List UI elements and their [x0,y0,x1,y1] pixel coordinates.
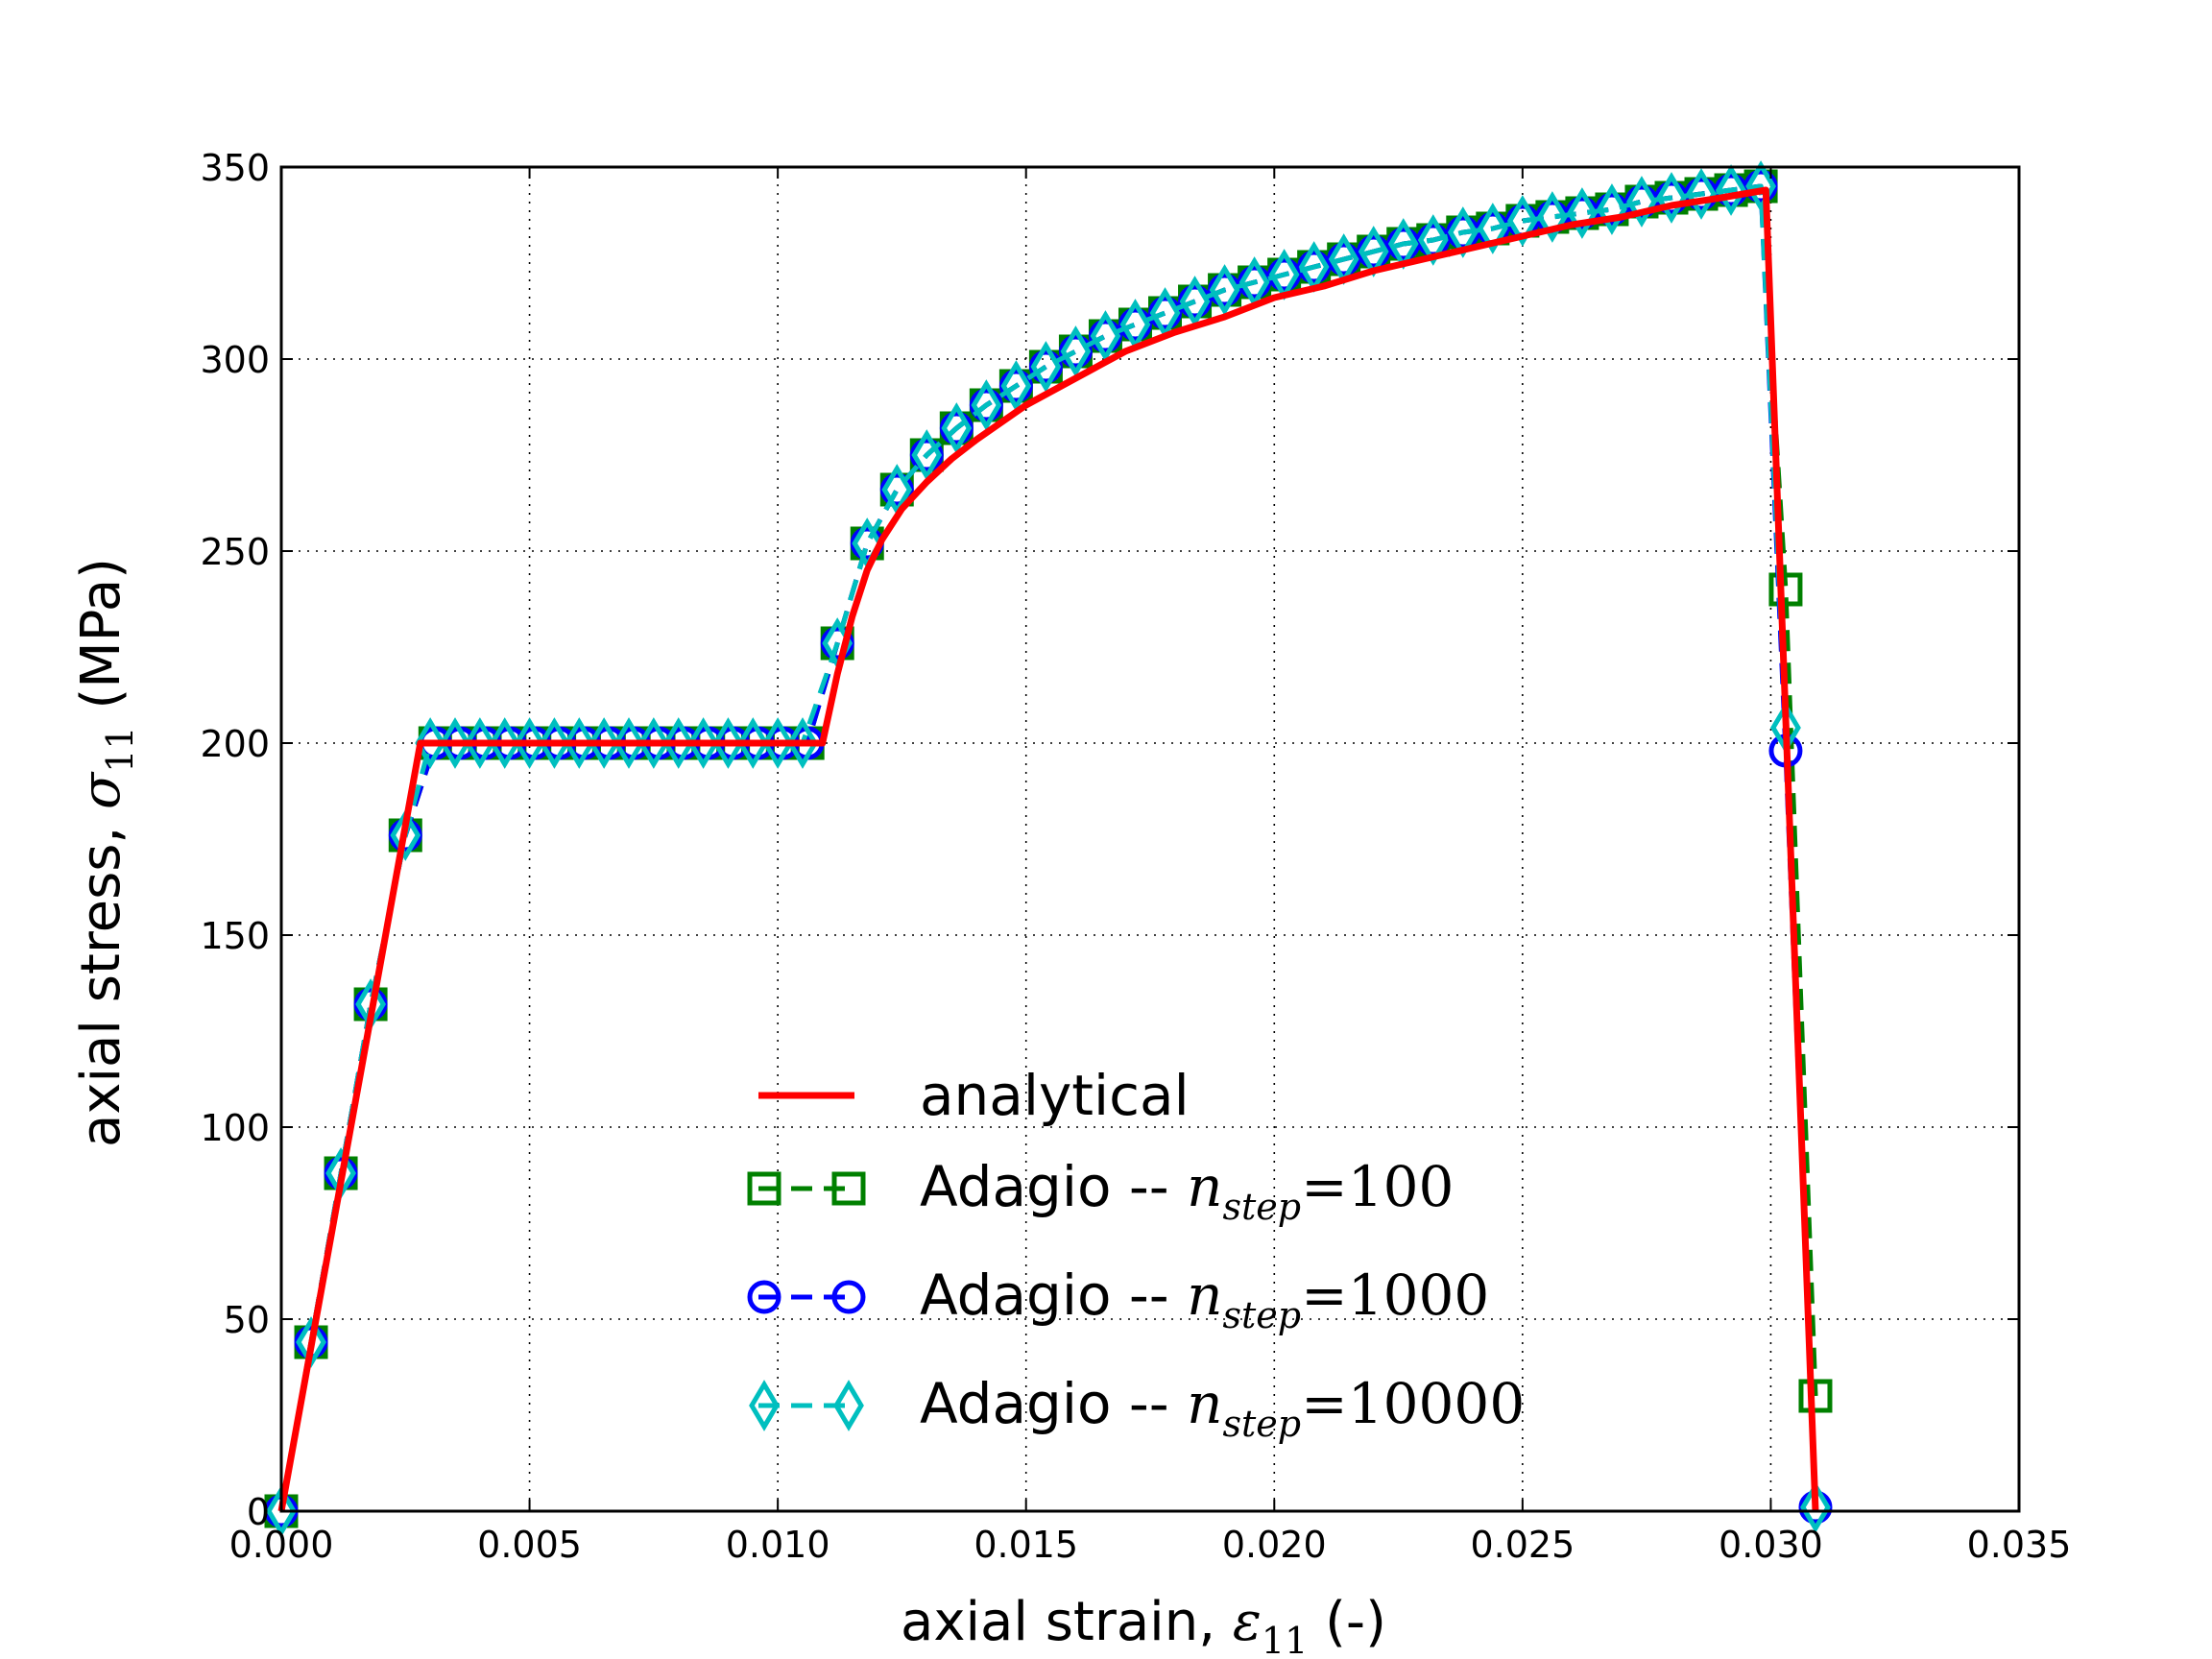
data-point-diamond [712,717,744,769]
data-point-diamond [1626,176,1657,228]
data-point-diamond [266,1485,297,1537]
x-tick-label: 0.030 [1719,1524,1823,1566]
y-tick-label: 350 [200,147,270,189]
legend-label-nstep-100: Adagio -- nstep=100 [920,1154,1454,1228]
data-point-diamond [762,717,794,769]
data-point-diamond [911,429,943,481]
data-point-diamond [440,717,470,769]
x-tick-label: 0.035 [1967,1524,2072,1566]
data-point-diamond [514,717,545,769]
data-point-square [1798,1379,1833,1413]
data-point-diamond [1209,264,1240,316]
data-point-diamond [941,402,973,454]
data-point-diamond [1000,360,1032,412]
y-tick-label: 0 [247,1491,270,1533]
data-point-diamond [662,717,694,769]
data-point-diamond [1417,214,1449,266]
x-tick-label: 0.015 [974,1524,1078,1566]
y-tick-label: 50 [224,1299,270,1341]
legend-entry-nstep-100: Adagio -- nstep=100 [747,1154,1454,1228]
data-point-diamond [1506,195,1538,247]
series-analytical [277,186,1819,1512]
data-point-diamond [390,809,421,861]
data-point-diamond [1477,203,1508,254]
data-point-diamond [415,717,446,769]
data-point-diamond [1686,168,1717,220]
legend-entry-analytical: analytical [758,1063,1190,1128]
legend-marker-square [831,1171,866,1206]
data-point-diamond [464,717,495,769]
data-point-diamond [564,717,595,769]
legend: analytical Adagio -- nstep=100 Adagio --… [747,1063,1525,1445]
legend-marker-circle [747,1280,781,1314]
data-point-diamond [1716,164,1746,216]
legend-label-nstep-1000: Adagio -- nstep=1000 [920,1262,1489,1336]
data-point-diamond [489,717,520,769]
data-point-diamond [1656,172,1687,224]
legend-marker-diamond [749,1380,780,1431]
y-tick-label: 250 [200,531,270,573]
data-point-diamond [637,717,669,769]
legend-label-nstep-10000: Adagio -- nstep=10000 [920,1371,1525,1445]
data-point-diamond [539,717,570,769]
data-point-diamond [1567,187,1598,239]
x-axis-label: axial strain, ε11 (-) [901,1591,1386,1659]
x-tick-label: 0.025 [1470,1524,1575,1566]
y-tick-label: 200 [200,723,270,765]
x-tick-label: 0.005 [477,1524,582,1566]
data-point-diamond [1030,341,1062,393]
axis-ticks: 0.000 0.005 0.010 0.015 0.020 0.025 0.030 0.035… [200,147,2071,1566]
y-tick-label: 300 [200,339,270,381]
x-tick-label: 0.000 [229,1524,334,1566]
data-point-diamond [1800,1481,1831,1533]
y-tick-label: 100 [200,1107,270,1149]
legend-label-analytical: analytical [920,1063,1190,1128]
data-point-diamond [1447,206,1479,258]
legend-entry-nstep-10000: Adagio -- nstep=10000 [749,1371,1525,1445]
data-point-diamond [737,717,769,769]
legend-marker-square [747,1171,781,1206]
data-point-diamond [971,379,1002,431]
data-point-diamond [613,717,644,769]
data-point-diamond [589,717,620,769]
data-point-diamond [1060,325,1092,377]
data-point-diamond [1597,183,1627,235]
data-point-diamond [687,717,719,769]
data-point-square [1768,572,1803,607]
series-line-analytical [277,186,1819,1512]
data-point-diamond [1745,160,1776,212]
y-tick-label: 150 [200,915,270,957]
plot-series [264,160,1833,1537]
plot-frame [279,165,2021,1513]
legend-entry-nstep-1000: Adagio -- nstep=1000 [747,1262,1489,1336]
y-axis-label: axial stress, σ11 (MPa) [70,558,141,1147]
x-tick-label: 0.010 [726,1524,830,1566]
legend-marker-diamond [833,1380,864,1431]
data-point-diamond [1090,310,1121,362]
data-point-diamond [1536,191,1568,243]
legend-marker-circle [831,1280,866,1314]
data-point-diamond [787,717,818,769]
x-tick-label: 0.020 [1222,1524,1327,1566]
